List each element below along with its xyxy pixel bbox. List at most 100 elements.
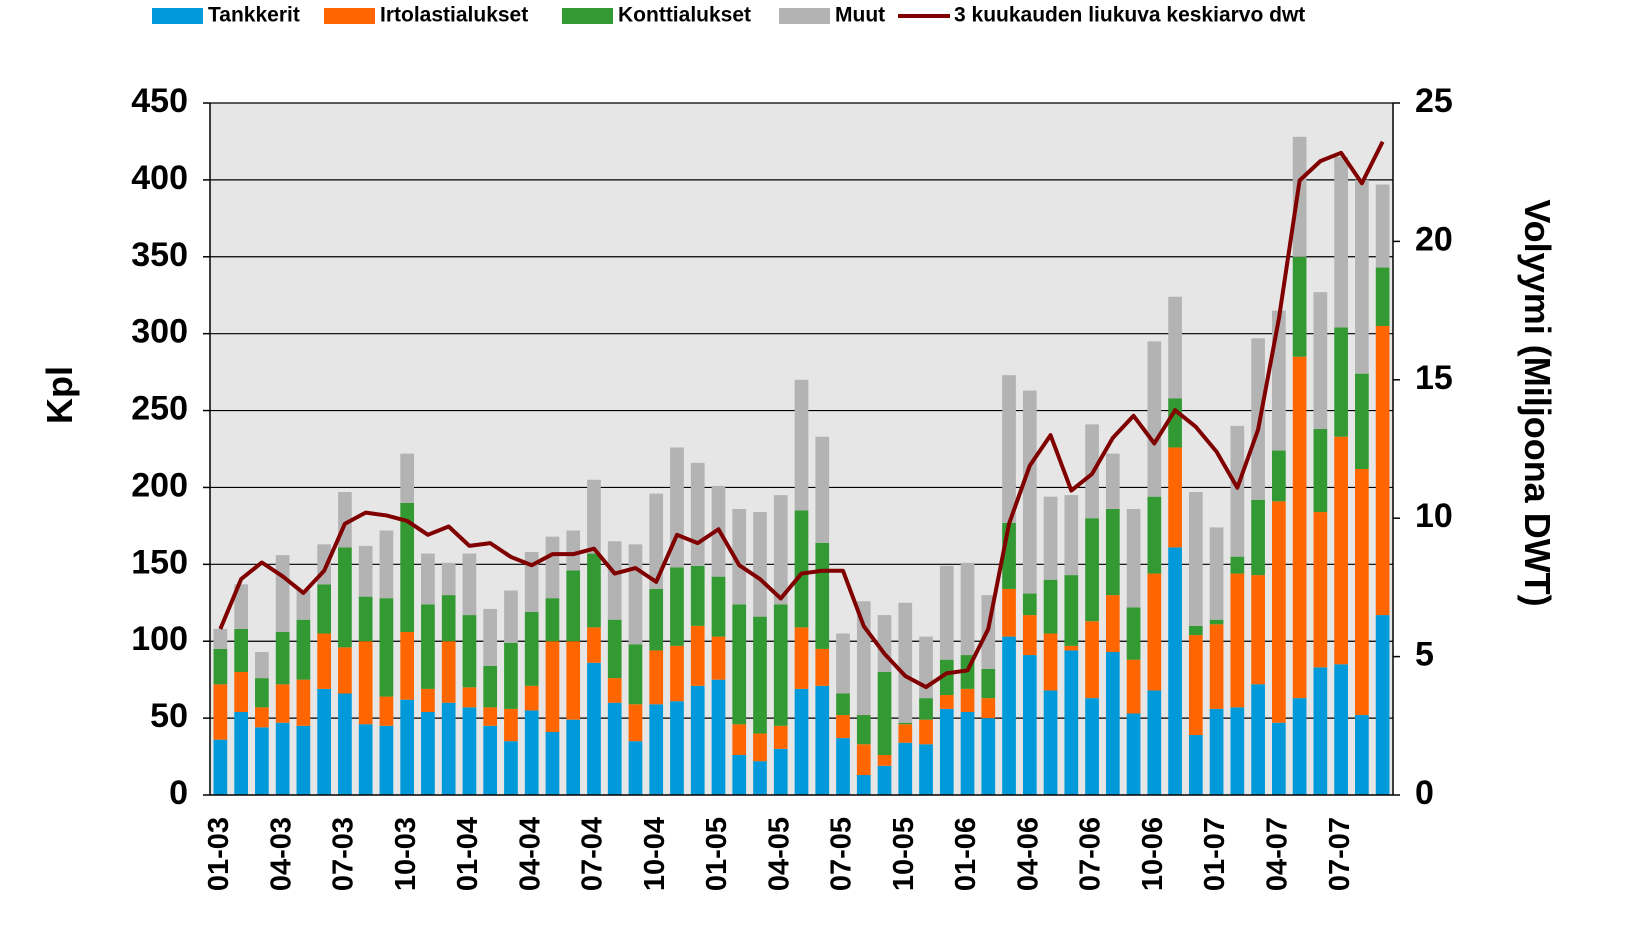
bar — [794, 627, 809, 689]
bar — [981, 718, 996, 795]
bar — [400, 453, 415, 503]
line — [218, 140, 1385, 690]
x-tick-label: 04-05 — [763, 817, 795, 891]
bar — [255, 678, 269, 708]
bar — [1002, 588, 1016, 637]
bar — [1147, 573, 1162, 691]
x-tick-label: 07-07 — [1324, 817, 1356, 891]
bar — [1064, 650, 1079, 795]
bar — [524, 685, 539, 711]
x-tick-label: 10-04 — [639, 817, 671, 891]
bar — [1292, 356, 1307, 699]
bar — [1272, 501, 1286, 723]
x-tick-label: 04-07 — [1262, 817, 1294, 891]
bar — [234, 711, 248, 795]
bar — [545, 598, 560, 642]
bar — [960, 711, 975, 795]
bar — [275, 631, 290, 685]
bar — [317, 688, 331, 795]
bar — [1043, 690, 1058, 795]
bar — [1105, 595, 1120, 652]
bar — [939, 659, 954, 696]
bar — [877, 671, 892, 756]
bar — [275, 555, 290, 632]
bar — [338, 647, 352, 694]
bar — [815, 685, 830, 795]
bar — [545, 731, 560, 795]
bar — [1022, 390, 1037, 594]
bar — [773, 748, 788, 795]
legend-label: Muut — [835, 4, 885, 27]
bar — [919, 698, 933, 720]
y2-tick-label: 10 — [1415, 497, 1453, 535]
bar — [213, 628, 228, 649]
bar — [462, 615, 477, 688]
bar — [1251, 684, 1265, 795]
bar — [836, 738, 850, 795]
bar — [317, 584, 331, 634]
bar — [1022, 593, 1037, 616]
y-tick-label: 50 — [150, 697, 188, 735]
bar — [524, 710, 539, 795]
bar — [1292, 136, 1307, 257]
y-tick-label: 0 — [169, 774, 188, 812]
bar — [732, 604, 747, 725]
bar — [462, 687, 477, 708]
y2-tick-label: 25 — [1415, 82, 1453, 120]
bar — [649, 704, 664, 795]
x-tick-label: 10-03 — [390, 817, 422, 891]
bar — [255, 651, 269, 679]
bar — [877, 755, 892, 766]
x-tick-label: 01-04 — [452, 817, 484, 891]
bar — [1272, 722, 1286, 795]
bar — [1188, 635, 1203, 736]
bar — [981, 668, 996, 699]
bar — [773, 495, 788, 605]
y-tick-label: 400 — [131, 159, 188, 197]
bar — [919, 744, 933, 795]
bar — [732, 755, 747, 795]
bar — [1209, 708, 1224, 795]
x-tick-label: 01-03 — [203, 817, 235, 891]
bar — [1002, 636, 1016, 795]
bar — [255, 727, 269, 795]
bar — [898, 724, 913, 743]
y2-tick-label: 5 — [1415, 636, 1434, 674]
bar — [670, 701, 684, 795]
legend-label: Tankkerit — [208, 4, 300, 27]
bar — [275, 684, 290, 723]
bar — [483, 707, 498, 726]
bar — [379, 696, 394, 726]
bar — [400, 699, 415, 795]
bar — [1064, 575, 1079, 646]
bar — [1126, 508, 1141, 608]
bar — [939, 708, 954, 795]
bar — [483, 725, 498, 795]
x-tick-label: 07-04 — [577, 817, 609, 891]
bar — [545, 536, 560, 599]
bar — [898, 602, 913, 723]
bar — [1147, 496, 1162, 574]
bar — [711, 576, 726, 637]
bar — [836, 693, 850, 716]
bar — [1085, 698, 1099, 795]
bar — [877, 765, 892, 795]
bar — [753, 733, 767, 762]
bar — [1355, 179, 1369, 374]
bar — [441, 641, 456, 703]
bar — [234, 584, 248, 629]
bar — [1064, 495, 1079, 576]
bar — [815, 436, 830, 543]
bar — [400, 502, 415, 632]
bar — [1272, 310, 1286, 451]
bar — [1188, 492, 1203, 626]
bar — [1022, 615, 1037, 656]
bar — [483, 665, 498, 708]
bar — [607, 702, 622, 795]
bar — [1126, 659, 1141, 714]
y2-tick-label: 15 — [1415, 359, 1453, 397]
bar — [1230, 707, 1245, 795]
legend-label: Konttialukset — [618, 4, 751, 27]
bar — [1168, 398, 1182, 448]
bar — [753, 616, 767, 734]
